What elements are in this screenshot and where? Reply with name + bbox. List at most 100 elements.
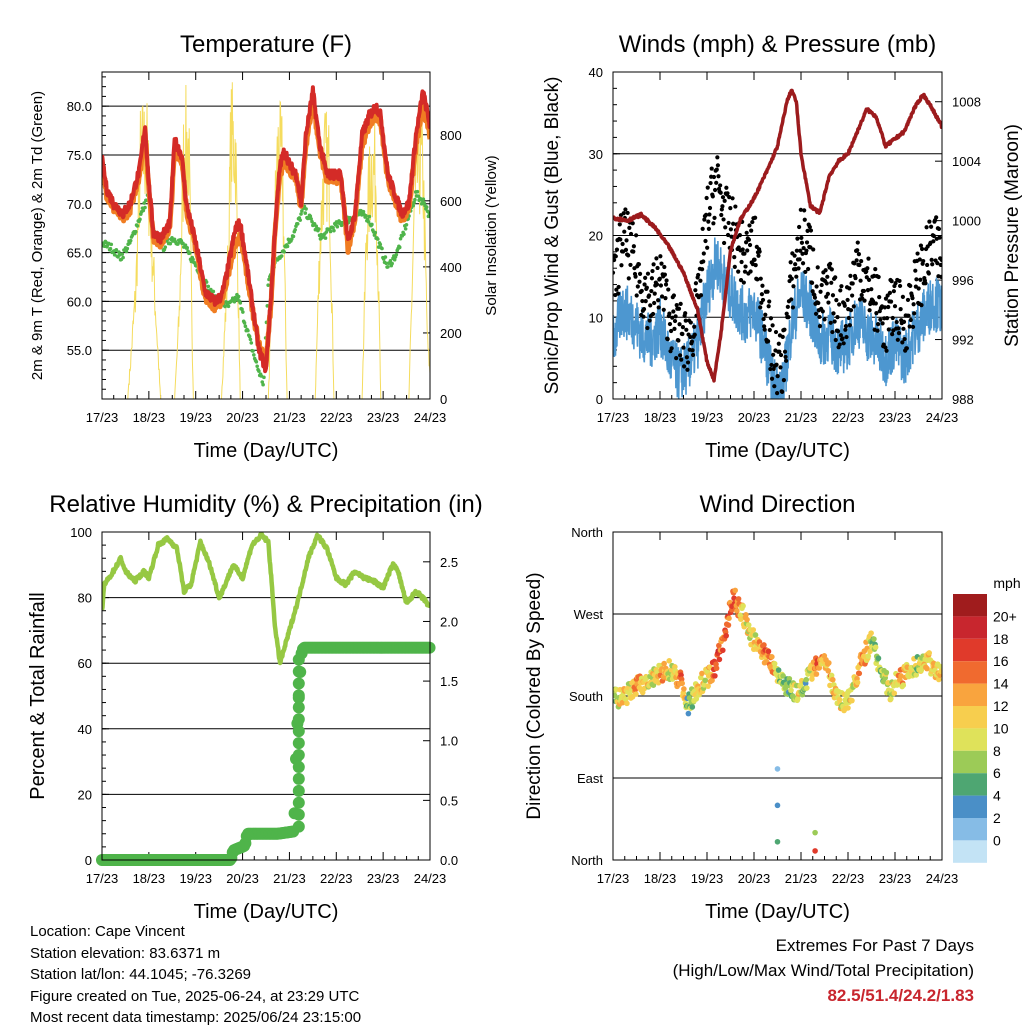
y2-tick-label-p2: 992 [952,333,974,348]
gust-point [738,278,744,283]
gust-point [925,262,930,268]
rainfall-point [292,713,305,726]
direction-point [936,676,942,683]
legend-swatch [953,594,987,617]
series-2m-temperature [102,85,430,374]
rainfall-point [292,796,305,809]
gust-point [616,284,621,290]
direction-point [826,660,832,666]
dewpoint-point [226,304,231,309]
gust-point [623,207,628,212]
gust-point [895,337,900,342]
x-tick-label-p2: 22/23 [832,410,865,425]
x-tick-label-p4: 24/23 [926,871,959,886]
direction-point [788,687,794,694]
gust-point [796,266,801,271]
direction-point [769,654,775,660]
dewpoint-point [323,236,328,240]
direction-point [678,676,685,683]
gust-point [859,292,864,298]
direction-point [812,829,818,836]
rainfall-point [292,677,305,690]
gust-point [671,293,677,298]
legend-swatch [953,661,987,684]
gust-point [852,261,857,266]
gust-point [761,316,766,322]
gust-point [803,269,808,275]
gust-point [635,284,640,289]
gust-point [766,339,771,344]
station-latlon: Station lat/lon: 44.1045; -76.3269 [30,966,252,984]
rainfall-point [292,725,305,738]
direction-point [726,615,732,622]
gust-point [728,206,733,211]
series-wind [613,237,942,399]
rainfall-point [292,808,305,821]
y-tick-label-p1: 55.0 [67,343,92,358]
gust-point [636,262,642,267]
x-tick-label-p2: 17/23 [597,410,630,425]
gust-point [873,301,878,306]
direction-point [613,686,619,693]
y-tick-label-p2: 0 [596,392,603,407]
gust-point [684,327,689,332]
y-tick-label-p2: 40 [589,65,603,80]
gust-point [886,327,891,332]
dewpoint-point [254,360,259,364]
gust-point [882,305,887,310]
legend-label: 4 [993,788,1001,804]
x-tick-label-p3: 22/23 [320,871,353,886]
dewpoint-point [211,289,216,294]
gust-point [652,291,657,296]
gust-point [704,195,709,201]
chart-title-p2: Winds (mph) & Pressure (mb) [619,31,936,58]
dewpoint-point [246,328,250,333]
gust-point [625,210,630,216]
y-tick-label-p4: North [571,853,603,868]
direction-point [709,677,715,684]
direction-point [849,697,855,704]
gust-point [730,196,735,201]
y2-tick-label-p2: 1004 [952,154,981,169]
gust-point [805,228,810,234]
direction-point [689,704,696,710]
legend-swatch [953,840,987,863]
gust-point [861,288,867,294]
dewpoint-point [238,301,243,305]
gust-point [785,304,790,309]
gust-point [835,314,840,320]
gust-point [643,275,648,280]
dewpoint-point [142,201,146,205]
gust-point [753,263,758,268]
gust-point [662,272,667,277]
gust-point [893,281,898,286]
gust-point [798,248,803,253]
dewpoint-point [331,226,335,230]
gust-point [672,326,677,331]
gust-point [760,297,766,303]
gust-point [862,298,867,303]
x-tick-label-p2: 24/23 [926,410,959,425]
direction-point [812,848,818,854]
gust-point [939,257,942,263]
y-tick-label-p3: 20 [78,787,92,802]
gust-point [842,303,847,308]
gust-point [828,320,833,325]
dewpoint-point [412,200,416,205]
gust-point [808,228,814,233]
gust-point [795,236,800,241]
gust-point [727,194,732,200]
gust-point [677,322,682,327]
gust-point [708,180,713,186]
direction-point [780,673,786,679]
y2-tick-label-p1: 600 [440,194,462,209]
gust-point [701,259,706,264]
direction-point [725,622,732,628]
station-location: Location: Cape Vincent [30,923,185,940]
gust-point [614,247,620,252]
gust-point [807,224,812,230]
gust-point [681,364,687,369]
y-tick-label-p4: East [577,771,603,786]
gust-point [742,251,747,256]
gust-point [906,313,911,318]
